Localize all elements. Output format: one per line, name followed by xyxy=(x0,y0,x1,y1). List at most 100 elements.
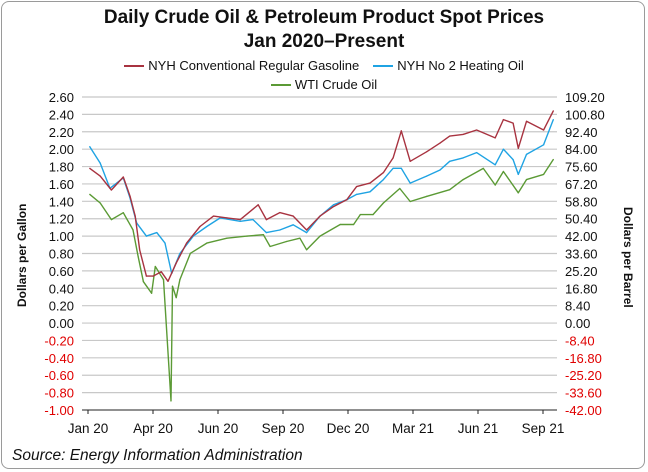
y-tick-label-left: 0.20 xyxy=(49,299,74,314)
data-point xyxy=(400,167,402,169)
data-point xyxy=(475,129,478,131)
y-tick-label-left: -0.20 xyxy=(44,333,74,348)
data-point xyxy=(355,193,358,195)
data-point xyxy=(156,232,158,234)
data-point xyxy=(137,256,139,258)
y-tick-label-left: 2.60 xyxy=(49,90,74,105)
data-point xyxy=(226,237,228,239)
data-point xyxy=(262,234,265,236)
y-tick-label-left: 2.20 xyxy=(49,125,74,140)
data-point xyxy=(392,167,394,169)
data-point xyxy=(552,110,554,112)
data-point xyxy=(151,292,153,294)
legend-swatch-wti xyxy=(270,83,291,86)
data-point xyxy=(167,280,169,282)
y-tick-label-right: -33.60 xyxy=(565,386,602,401)
data-point xyxy=(89,193,91,195)
data-point xyxy=(382,172,384,174)
data-point xyxy=(99,202,101,204)
data-point xyxy=(162,278,165,281)
data-point xyxy=(199,225,201,228)
data-point xyxy=(543,129,545,131)
data-point xyxy=(139,249,141,251)
data-point xyxy=(265,232,267,234)
legend-label-wti: WTI Crude Oil xyxy=(294,77,378,92)
data-point xyxy=(332,205,335,208)
data-point xyxy=(89,145,91,148)
data-point xyxy=(110,189,112,191)
data-point xyxy=(517,192,519,194)
data-point xyxy=(502,148,504,150)
data-point xyxy=(179,278,181,281)
data-point xyxy=(449,160,451,162)
data-point xyxy=(226,217,228,219)
y-tick-label-left: 1.40 xyxy=(49,194,74,209)
y-tick-label-left: 1.60 xyxy=(49,177,74,192)
legend-label-heating-oil: NYH No 2 Heating Oil xyxy=(397,58,524,73)
data-point xyxy=(369,191,371,193)
data-point xyxy=(439,142,441,144)
data-point xyxy=(399,187,401,190)
data-point xyxy=(346,198,348,201)
data-point xyxy=(122,212,124,214)
data-point xyxy=(449,135,451,137)
series-line-wti-crude-oil xyxy=(89,159,554,402)
data-point xyxy=(512,122,514,124)
data-point xyxy=(279,212,281,214)
x-tick-label: Sep 20 xyxy=(262,421,305,436)
data-point xyxy=(175,296,177,299)
data-point xyxy=(409,182,411,184)
data-point xyxy=(525,153,528,155)
data-point xyxy=(494,137,496,139)
data-point xyxy=(299,237,301,239)
data-point xyxy=(292,224,294,226)
y-tick-label-left: -0.60 xyxy=(44,368,74,383)
data-point xyxy=(142,281,145,283)
data-point xyxy=(257,204,259,206)
data-point xyxy=(212,215,215,217)
y-tick-label-left: 2.40 xyxy=(49,107,74,122)
y-tick-label-right: 109.20 xyxy=(565,90,605,105)
data-point xyxy=(110,218,112,221)
data-point xyxy=(525,120,528,122)
data-point xyxy=(426,195,428,197)
data-point xyxy=(179,252,181,255)
data-point xyxy=(306,232,308,234)
data-point xyxy=(239,218,241,221)
data-point xyxy=(171,285,174,287)
y-tick-label-left: -1.00 xyxy=(44,403,74,418)
data-point xyxy=(517,173,519,175)
y-tick-label-right: 100.80 xyxy=(565,107,605,122)
data-point xyxy=(154,265,156,268)
data-point xyxy=(175,262,177,264)
data-point xyxy=(543,144,545,146)
data-point xyxy=(355,185,358,188)
data-point xyxy=(502,170,504,173)
data-point xyxy=(475,152,478,154)
data-point xyxy=(246,235,248,237)
data-point xyxy=(206,225,208,228)
data-point xyxy=(319,235,321,237)
data-point xyxy=(369,182,371,184)
legend-swatch-gasoline xyxy=(124,64,145,67)
legend-item-wti: WTI Crude Oil xyxy=(270,77,378,92)
y-tick-label-left: 0.60 xyxy=(49,264,74,279)
data-point xyxy=(145,235,147,237)
data-point xyxy=(482,167,484,170)
data-point xyxy=(292,215,294,217)
data-point xyxy=(306,249,308,251)
data-point xyxy=(189,252,191,254)
data-point xyxy=(552,119,554,121)
data-point xyxy=(409,160,411,162)
legend-row-2: WTI Crude Oil xyxy=(0,77,648,92)
data-point xyxy=(319,215,321,217)
y-tick-label-right: -42.00 xyxy=(565,403,602,418)
data-point xyxy=(552,158,554,161)
data-point xyxy=(206,242,208,244)
y-tick-label-left: 1.00 xyxy=(49,229,74,244)
data-point xyxy=(170,400,172,402)
y-tick-label-right: -16.80 xyxy=(565,351,602,366)
data-point xyxy=(517,147,519,149)
